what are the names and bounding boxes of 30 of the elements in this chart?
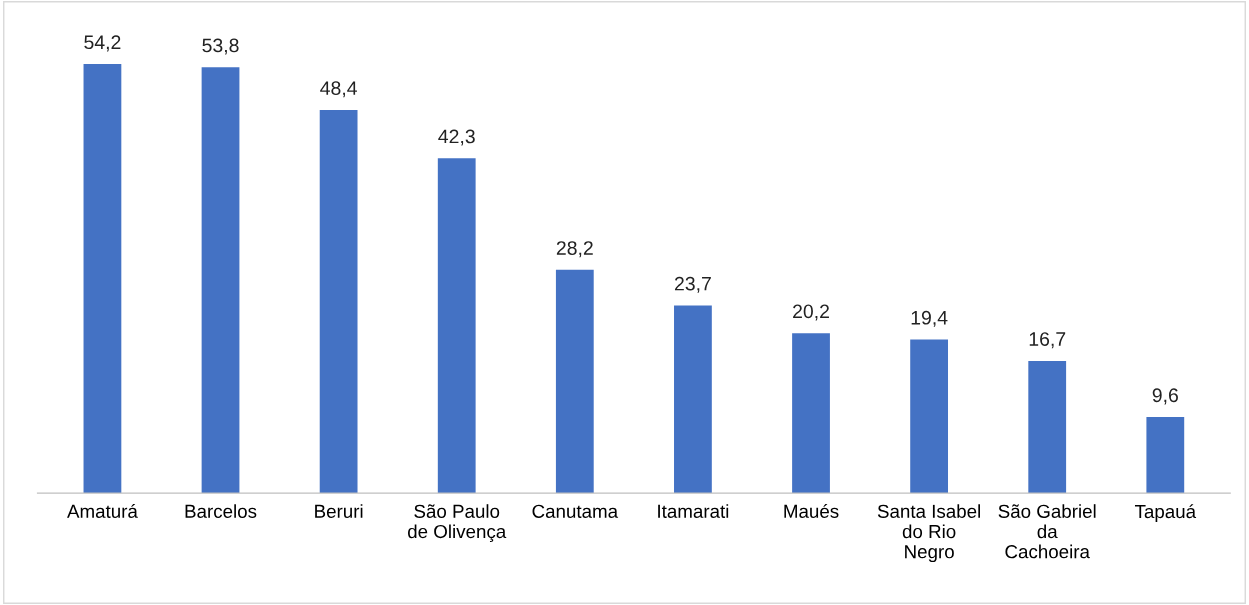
x-tick-label: São Paulo de Olivença: [408, 504, 507, 542]
bar: [319, 109, 358, 494]
data-label: 23,7: [674, 276, 711, 293]
data-label: 20,2: [793, 304, 829, 321]
data-label: 53,8: [202, 38, 239, 55]
data-label: 42,3: [438, 129, 475, 146]
data-label: 54,2: [84, 35, 121, 52]
bar: [910, 339, 949, 494]
bar: [555, 269, 594, 494]
bar: [674, 305, 712, 494]
bar: [1028, 360, 1067, 494]
x-tick-label: Santa Isabel do Rio Negro: [877, 504, 980, 563]
x-tick-label: Barcelos: [185, 504, 257, 518]
x-tick-label: Canutama: [532, 504, 619, 518]
x-tick-label: Beruri: [315, 504, 363, 518]
data-label: 19,4: [911, 310, 948, 327]
data-label: 28,2: [556, 241, 593, 258]
bar: [1146, 417, 1185, 494]
bar: [792, 333, 830, 494]
data-label: 16,7: [1029, 332, 1066, 349]
bar: [437, 158, 476, 494]
x-tick-label: Tapauá: [1134, 504, 1197, 522]
x-tick-label: Itamarati: [658, 504, 729, 518]
data-label: 9,6: [1152, 388, 1178, 405]
x-tick-label: Amaturá: [67, 503, 138, 518]
x-tick-label: São Gabriel da Cachoeira: [998, 504, 1096, 559]
data-label: 48,4: [320, 81, 357, 98]
bar: [83, 64, 122, 494]
x-tick-label: Maués: [784, 503, 839, 518]
bar: [201, 67, 240, 494]
